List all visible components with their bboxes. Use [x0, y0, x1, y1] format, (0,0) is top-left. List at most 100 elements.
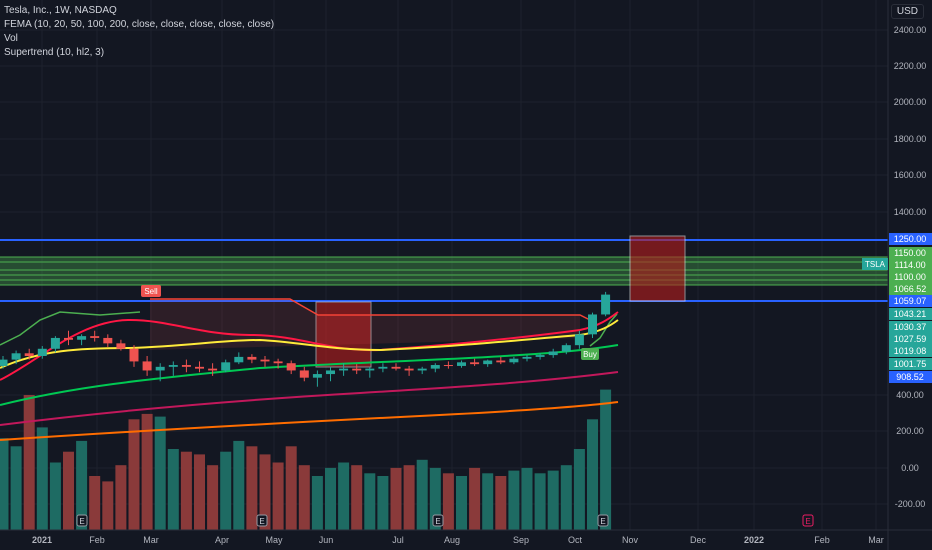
price-label[interactable]: [889, 247, 932, 259]
time-tick-label: 2022: [744, 535, 764, 545]
earnings-marker[interactable]: [432, 514, 444, 527]
volume-bar: [207, 465, 219, 530]
red-box-1[interactable]: [315, 301, 372, 368]
price-label-text: 1043.21: [894, 309, 927, 319]
price-label[interactable]: [889, 295, 932, 307]
candle-body[interactable]: [339, 368, 349, 371]
candle-body[interactable]: [443, 365, 453, 367]
candle-body[interactable]: [601, 294, 611, 315]
price-label[interactable]: [889, 333, 932, 345]
candle-body[interactable]: [548, 351, 558, 356]
candle-body[interactable]: [195, 366, 204, 369]
volume-bar: [102, 481, 114, 530]
candle-body[interactable]: [404, 368, 414, 371]
candle-body[interactable]: [234, 356, 244, 363]
earnings-marker[interactable]: [597, 514, 609, 527]
candle-body[interactable]: [77, 336, 87, 340]
volume-bar: [89, 476, 101, 530]
candle-body[interactable]: [0, 359, 8, 366]
indicator-supertrend-label[interactable]: Supertrend (10, hl2, 3): [4, 47, 105, 58]
price-label[interactable]: [889, 271, 932, 283]
price-label[interactable]: [889, 308, 932, 320]
volume-bar: [311, 476, 323, 530]
candle-body[interactable]: [430, 365, 440, 369]
volume-bar: [10, 446, 22, 530]
volume-bar: [167, 449, 179, 530]
price-label[interactable]: [889, 345, 932, 357]
candle-body[interactable]: [129, 348, 139, 362]
volume-bar: [403, 465, 415, 530]
symbol-tag[interactable]: [862, 258, 888, 270]
candle-body[interactable]: [116, 343, 126, 349]
earnings-marker-label: E: [600, 517, 605, 526]
candle-body[interactable]: [391, 366, 401, 369]
sell-signal[interactable]: [141, 285, 161, 297]
price-tick-label: 1800.00: [894, 134, 927, 144]
candle-body[interactable]: [522, 356, 532, 359]
candle-body[interactable]: [588, 314, 597, 335]
price-label-text: 908.52: [896, 372, 924, 382]
candle-body[interactable]: [326, 370, 335, 375]
volume-bar: [128, 419, 140, 530]
candle-body[interactable]: [90, 336, 100, 338]
price-label-text: 1059.07: [894, 296, 927, 306]
candle-body[interactable]: [365, 368, 375, 371]
candle-body[interactable]: [168, 365, 178, 367]
candle-body[interactable]: [155, 366, 165, 371]
candle-body[interactable]: [312, 374, 322, 378]
candle-body[interactable]: [142, 361, 152, 371]
price-label[interactable]: [889, 358, 932, 370]
price-label-text: 1066.52: [894, 284, 927, 294]
price-tick-label: -200.00: [895, 499, 926, 509]
candle-body[interactable]: [50, 337, 60, 349]
candle-body[interactable]: [11, 353, 21, 360]
candle-body[interactable]: [221, 362, 231, 371]
price-tick-label: 0.00: [901, 463, 919, 473]
candle-body[interactable]: [496, 360, 506, 363]
candle-body[interactable]: [509, 358, 519, 363]
candle-body[interactable]: [378, 366, 388, 369]
candle-body[interactable]: [64, 337, 73, 340]
candles: [0, 291, 611, 387]
candle-body[interactable]: [457, 362, 466, 366]
price-label[interactable]: [889, 259, 932, 271]
candle-body[interactable]: [208, 368, 218, 371]
currency-button[interactable]: USD: [890, 4, 924, 19]
indicator-volume-label[interactable]: Vol: [4, 33, 18, 44]
candle-body[interactable]: [273, 361, 283, 364]
candle-body[interactable]: [574, 334, 584, 346]
price-tick-label: 2200.00: [894, 61, 927, 71]
candle-body[interactable]: [299, 370, 309, 378]
candle-body[interactable]: [417, 368, 427, 371]
volume-bar: [285, 446, 297, 530]
symbol-title[interactable]: Tesla, Inc., 1W, NASDAQ: [4, 5, 117, 16]
price-label[interactable]: [889, 371, 932, 383]
candle-body[interactable]: [24, 353, 34, 356]
candle-body[interactable]: [37, 348, 47, 356]
candle-body[interactable]: [561, 345, 571, 352]
buy-signal[interactable]: [581, 348, 599, 360]
indicator-fema-label[interactable]: FEMA (10, 20, 50, 100, 200, close, close…: [4, 19, 275, 30]
zones: [0, 235, 888, 368]
sell-signal-label: Sell: [144, 287, 158, 296]
earnings-marker[interactable]: [76, 514, 88, 527]
candle-body[interactable]: [103, 337, 113, 344]
candle-body[interactable]: [483, 360, 493, 365]
price-label[interactable]: [889, 283, 932, 295]
volume-bar: [456, 476, 467, 530]
earnings-marker[interactable]: [256, 514, 268, 527]
candle-body[interactable]: [260, 359, 270, 362]
candle-body[interactable]: [352, 368, 362, 371]
time-axis[interactable]: 2021 Feb Mar Apr May Jun Jul Aug Sep Oct Nov Dec 202…: [0, 529, 932, 545]
price-label[interactable]: [889, 321, 932, 333]
earnings-marker-future[interactable]: [802, 514, 814, 527]
red-box-2[interactable]: [629, 235, 686, 302]
price-label[interactable]: [889, 233, 932, 245]
candle-body[interactable]: [181, 365, 191, 367]
earnings-marker-label: E: [79, 517, 84, 526]
candle-body[interactable]: [535, 355, 545, 357]
candle-body[interactable]: [247, 356, 257, 360]
candle-body[interactable]: [470, 362, 480, 365]
candle-body[interactable]: [286, 363, 296, 371]
